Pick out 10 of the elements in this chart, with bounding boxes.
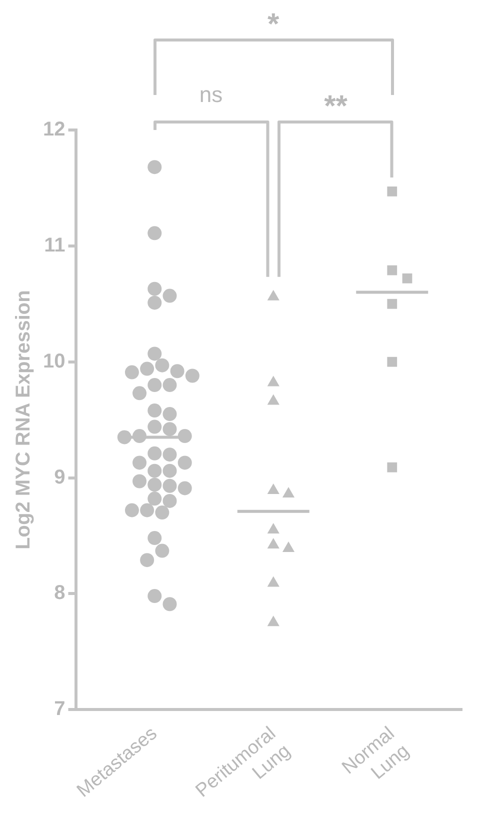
y-tick-label: 7 xyxy=(54,698,66,720)
y-tick-label: 10 xyxy=(42,350,66,372)
y-tick-label: 11 xyxy=(44,234,66,256)
text: * xyxy=(268,8,280,41)
y-tick-label: 12 xyxy=(42,118,66,141)
y-axis-title: Log2 MYC RNA Expression xyxy=(12,290,35,550)
text: ns xyxy=(199,82,223,107)
y-tick-label: 9 xyxy=(54,466,66,488)
text: ** xyxy=(324,90,348,123)
y-tick-label: 8 xyxy=(54,582,66,604)
